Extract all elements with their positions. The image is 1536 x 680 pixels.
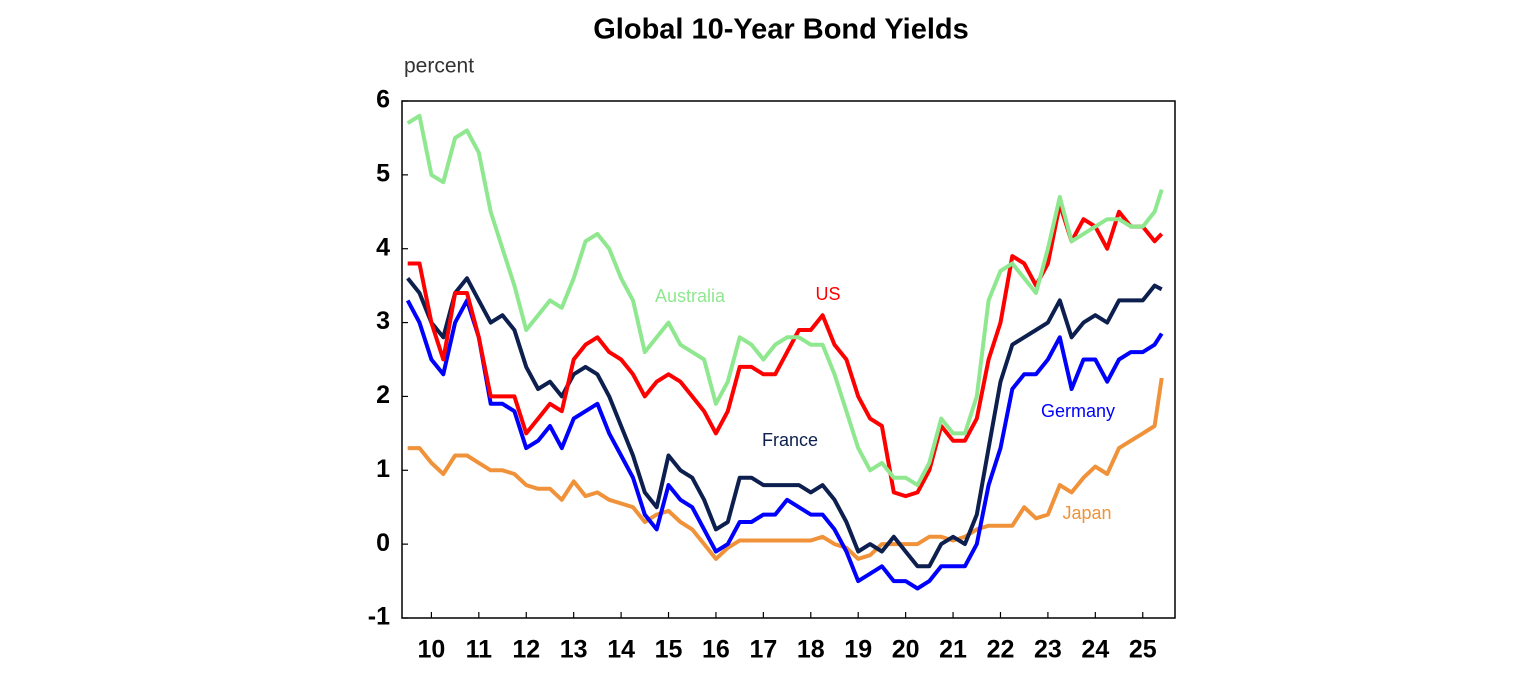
y-tick-label: -1 [368,603,390,631]
chart-title: Global 10-Year Bond Yields [593,14,969,46]
y-tick-label: 5 [376,159,390,187]
x-tick-label: 13 [560,636,588,664]
y-tick-label: 6 [376,86,390,114]
x-tick-label: 18 [797,636,825,664]
y-tick-label: 1 [376,455,390,483]
x-tick-label: 14 [607,636,635,664]
series-label: US [815,284,840,304]
x-tick-label: 17 [749,636,777,664]
series-label: Japan [1062,503,1111,523]
y-tick-label: 3 [376,307,390,335]
x-tick-label: 19 [844,636,872,664]
x-tick-label: 12 [512,636,540,664]
x-tick-label: 20 [892,636,920,664]
y-axis-label: percent [404,55,474,78]
y-tick-label: 4 [376,233,390,261]
series-line [407,377,1164,561]
x-tick-label: 11 [466,636,493,664]
series-label: Germany [1041,401,1115,421]
y-tick-label: 0 [376,529,390,557]
y-tick-label: 2 [376,381,390,409]
series-label: France [762,430,818,450]
x-tick-label: 16 [702,636,730,664]
series-line [405,298,1164,591]
series-line [406,113,1164,488]
series-label: Australia [655,286,726,306]
plot-frame [401,100,1176,619]
x-tick-label: 24 [1081,636,1109,664]
x-tick-label: 21 [939,636,967,664]
x-tick-label: 22 [987,636,1015,664]
series-line [406,276,1163,569]
x-tick-label: 23 [1034,636,1062,664]
x-tick-label: 25 [1129,636,1157,664]
x-tick-label: 10 [417,636,445,664]
x-tick-label: 15 [655,636,683,664]
